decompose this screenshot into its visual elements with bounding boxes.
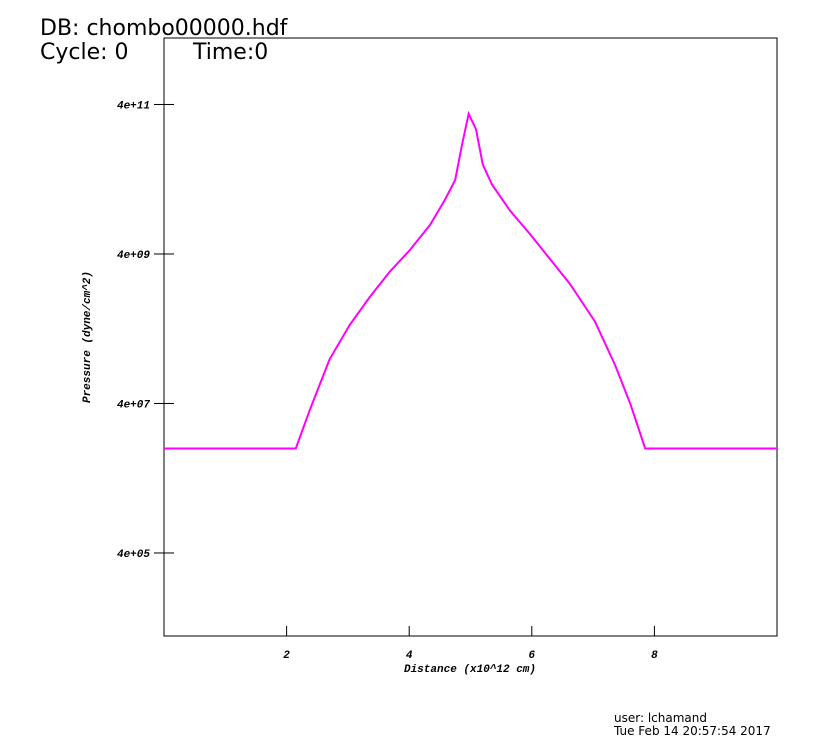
x-tick-label: 2 [283, 650, 290, 662]
x-axis-label: Distance (x10^12 cm) [404, 664, 536, 676]
time: Time:0 [192, 40, 268, 65]
db-title: DB: chombo00000.hdf [40, 16, 289, 41]
x-tick-label: 6 [528, 650, 535, 662]
y-tick-label: 4e+09 [117, 250, 150, 262]
plot-frame [163, 37, 778, 637]
y-axis-label: Pressure (dyne/cm^2) [82, 271, 94, 403]
x-tick-label: 8 [651, 650, 658, 662]
x-tick-label: 4 [406, 650, 413, 662]
y-tick-label: 4e+05 [117, 549, 150, 561]
y-tick-label: 4e+11 [117, 100, 150, 112]
date: Tue Feb 14 20:57:54 2017 [613, 724, 771, 738]
pressure-curve [164, 110, 777, 450]
y-tick-label: 4e+07 [117, 399, 150, 411]
cycle: Cycle: 0 [40, 40, 129, 65]
user: user: lchamand [614, 711, 707, 725]
